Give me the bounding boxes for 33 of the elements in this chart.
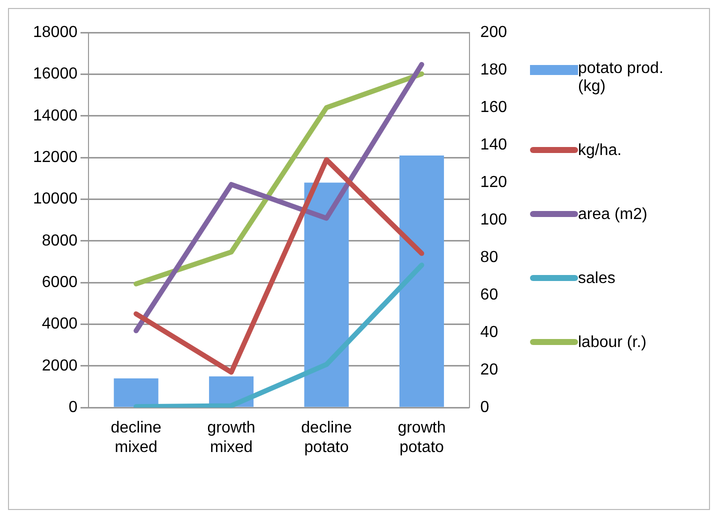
- legend-label: sales: [578, 270, 616, 288]
- y2-tick-label: 200: [480, 24, 508, 42]
- x-tick-label: growth mixed: [207, 420, 256, 456]
- legend-label: area (m2): [578, 206, 648, 224]
- bar: [399, 156, 444, 407]
- y-tick-label: 14000: [32, 107, 78, 124]
- y2-tick-label: 120: [480, 174, 508, 192]
- y2-tick-label: 160: [480, 99, 508, 116]
- y-tick-label: 8000: [42, 232, 78, 250]
- y2-tick-label: 60: [480, 286, 498, 304]
- x-tick-label: growth potato: [398, 420, 446, 456]
- y-tick-label: 4000: [42, 316, 78, 333]
- y2-tick-label: 100: [480, 212, 508, 229]
- bar: [304, 182, 349, 407]
- y2-tick-label: 0: [480, 399, 490, 416]
- y2-tick-label: 180: [480, 62, 508, 79]
- y-tick-label: 0: [68, 399, 78, 416]
- y-tick-label: 16000: [32, 66, 78, 83]
- y-tick-label: 6000: [42, 274, 78, 292]
- y-tick-label: 18000: [32, 24, 78, 42]
- y2-tick-label: 40: [480, 324, 498, 342]
- x-tick-label: decline mixed: [110, 420, 162, 456]
- legend-label: potato prod. (kg): [578, 60, 664, 96]
- x-tick-label: decline potato: [301, 420, 352, 456]
- legend-label: kg/ha.: [578, 142, 623, 160]
- y2-tick-label: 140: [480, 136, 508, 154]
- y2-tick-label: 80: [480, 249, 498, 266]
- y-tick-label: 10000: [32, 190, 78, 208]
- legend-label: labour (r.): [578, 334, 648, 352]
- y2-tick-label: 20: [480, 362, 498, 379]
- y-tick-label: 2000: [42, 357, 78, 374]
- y-tick-label: 12000: [32, 149, 78, 166]
- bar: [114, 378, 158, 407]
